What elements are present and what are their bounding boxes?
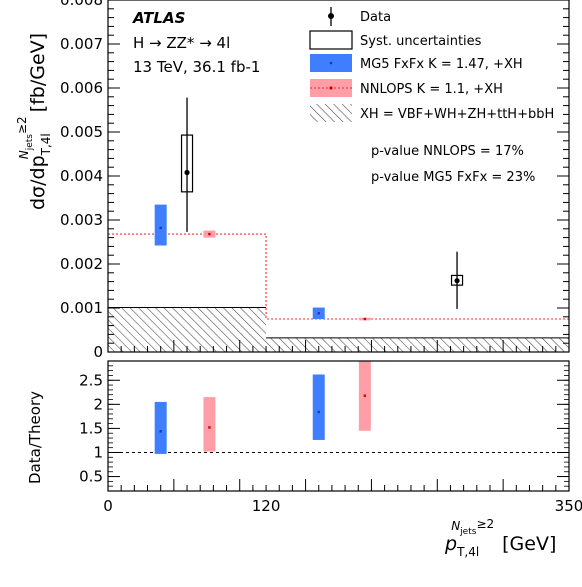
data-points bbox=[180, 97, 464, 309]
x-tick-label-2: 350 bbox=[555, 497, 582, 515]
main-y-tick-label-2: 0.002 bbox=[60, 255, 103, 273]
main-y-axis-sub: T,4l bbox=[39, 133, 53, 156]
xh-band-0 bbox=[108, 307, 267, 352]
process-label: H → ZZ* → 4l bbox=[133, 34, 230, 52]
ratio-y-tick-label-0: 0.5 bbox=[79, 468, 103, 486]
main-y-axis-sup-tail: ≥2 bbox=[15, 116, 29, 134]
ratio-mg5-bin-1-center bbox=[317, 410, 320, 414]
main-panel: 0 0.001 0.002 0.003 0.004 0.005 0.006 0.007 0.00… bbox=[15, 0, 570, 361]
energy-label: 13 TeV, 36.1 fb-1 bbox=[133, 58, 260, 76]
mg5-bin-0-center bbox=[159, 226, 162, 230]
ratio-y-tick-label-2: 1.5 bbox=[79, 419, 103, 437]
x-axis-sup-tail: ≥2 bbox=[476, 517, 494, 531]
x-axis-label: p bbox=[444, 533, 457, 555]
main-y-tick-label-5: 0.005 bbox=[60, 123, 103, 141]
x-axis-sup: N bbox=[451, 519, 460, 533]
xh-band-1 bbox=[266, 337, 569, 352]
ratio-y-tick-label-3: 2 bbox=[93, 395, 103, 413]
ratio-y-axis-label: Data/Theory bbox=[26, 391, 44, 484]
legend-xh-label: XH = VBF+WH+ZH+ttH+bbH bbox=[360, 107, 554, 122]
data-point-1 bbox=[454, 278, 460, 284]
ratio-nnlops-bin-0-band bbox=[203, 397, 216, 452]
x-tick-label-0: 0 bbox=[103, 497, 113, 515]
x-axis-sup-sub: jets bbox=[459, 527, 477, 537]
data-syst-box-1 bbox=[450, 274, 464, 286]
pvalue-nnlops: p-value NNLOPS = 17% bbox=[371, 144, 524, 159]
legend-mg5-label: MG5 FxFx K = 1.47, +XH bbox=[360, 57, 523, 72]
main-y-axis-label: dσ/dp bbox=[27, 155, 49, 210]
ratio-x-ticks: 0 120 350 bbox=[103, 479, 582, 515]
main-y-tick-label-7: 0.007 bbox=[60, 35, 103, 53]
nnlops-step-path bbox=[108, 233, 569, 320]
svg-text:pT,4lNjets≥2[GeV]: pT,4l Njets≥2 [GeV] bbox=[444, 517, 556, 559]
ratio-mg5-bin-1-band bbox=[312, 374, 325, 440]
legend-syst-box bbox=[309, 30, 353, 50]
svg-text:dσ/dpT,4lNjets≥2[fb/GeV]: dσ/dpT,4l Njets≥2 [fb/GeV] bbox=[15, 33, 53, 210]
ratio-plot-frame bbox=[107, 360, 570, 492]
main-y-ticks: 0 0.001 0.002 0.003 0.004 0.005 0.006 0.007 0.00… bbox=[60, 0, 569, 361]
nnlops-bin-0-center bbox=[208, 232, 211, 236]
ratio-panel: 0.5 1 1.5 2 2.5 0 120 350 Data/Theory pT,4l Nje… bbox=[26, 360, 582, 559]
nnlops-step-line bbox=[108, 233, 569, 320]
main-y-axis-sup: N bbox=[17, 150, 31, 159]
legend-xh-box bbox=[310, 104, 352, 122]
x-axis-unit: [GeV] bbox=[502, 533, 556, 555]
data-point-0 bbox=[184, 169, 190, 176]
data-syst-box-0 bbox=[180, 134, 194, 193]
ratio-x-axis-title: pT,4l Njets≥2 [GeV] bbox=[444, 517, 556, 559]
main-y-tick-label-3: 0.003 bbox=[60, 211, 103, 229]
legend-data-marker bbox=[328, 7, 334, 26]
main-x-ticks bbox=[107, 340, 570, 352]
ratio-mg5-bin-0-band bbox=[154, 401, 167, 454]
legend-data-label: Data bbox=[360, 10, 391, 25]
atlas-label: ATLAS bbox=[132, 9, 185, 27]
ratio-mg5-bin-0-center bbox=[159, 430, 162, 433]
ratio-nnlops-bin-0-center bbox=[208, 426, 211, 429]
mg5-bin-0-band bbox=[154, 204, 167, 246]
main-y-axis-unit: [fb/GeV] bbox=[27, 33, 49, 112]
theory-bands bbox=[154, 204, 371, 321]
ratio-nnlops-bin-1-center bbox=[363, 394, 367, 397]
legend-syst-label: Syst. uncertainties bbox=[360, 34, 482, 49]
main-y-tick-label-6: 0.006 bbox=[60, 79, 103, 97]
pvalue-mg5: p-value MG5 FxFx = 23% bbox=[371, 170, 535, 185]
ratio-y-ticks: 0.5 1 1.5 2 2.5 bbox=[79, 365, 569, 487]
main-y-tick-label-4: 0.004 bbox=[60, 167, 103, 185]
ratio-y-tick-label-4: 2.5 bbox=[79, 371, 103, 389]
legend-nnlops-label: NNLOPS K = 1.1, +XH bbox=[360, 82, 503, 97]
main-y-tick-label-1: 0.001 bbox=[60, 299, 103, 317]
nnlops-bin-1-center bbox=[363, 317, 367, 321]
main-y-axis-title: dσ/dpT,4l Njets≥2 [fb/GeV] bbox=[15, 33, 53, 210]
main-y-tick-label-0: 0 bbox=[93, 343, 103, 361]
x-tick-label-1: 120 bbox=[252, 497, 281, 515]
ratio-y-tick-label-1: 1 bbox=[93, 443, 103, 461]
x-axis-sub: T,4l bbox=[456, 545, 479, 559]
main-y-axis-sup-sub: jets bbox=[25, 134, 35, 152]
main-y-tick-label-8: 0.008 bbox=[60, 0, 103, 9]
mg5-bin-1-center bbox=[317, 312, 320, 315]
xh-hatched-bands bbox=[108, 307, 569, 352]
ratio-bands bbox=[154, 361, 371, 454]
legend: Data Syst. uncertainties MG5 FxFx K = 1.… bbox=[309, 7, 554, 122]
